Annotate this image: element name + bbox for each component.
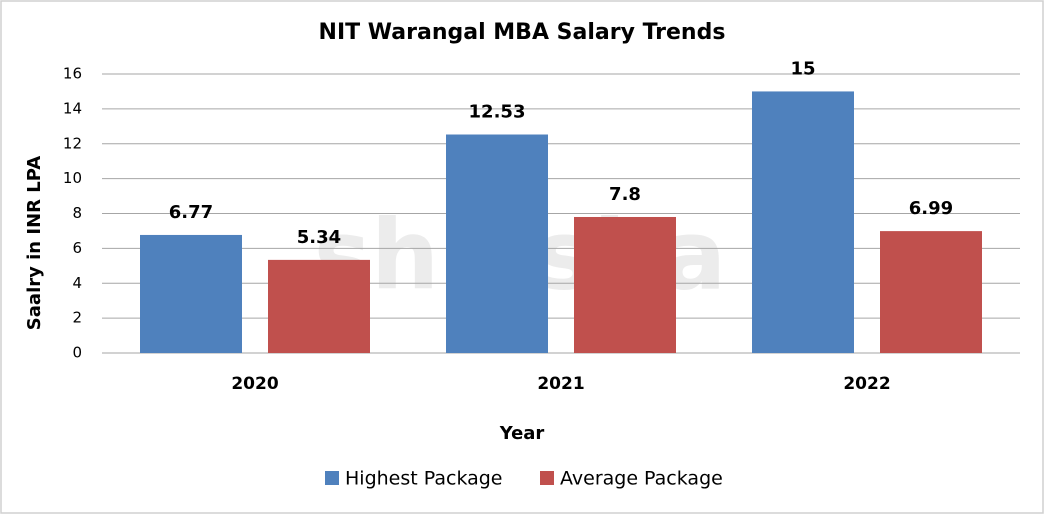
value-label: 7.8 — [609, 184, 641, 205]
bar — [140, 234, 242, 353]
y-tick-label: 0 — [72, 344, 82, 362]
legend-label: Average Package — [560, 468, 723, 490]
chart-title: NIT Warangal MBA Salary Trends — [319, 20, 726, 45]
bar — [880, 231, 982, 353]
bar — [268, 259, 370, 353]
y-tick-label: 8 — [72, 204, 82, 222]
bar — [752, 91, 854, 353]
y-tick-label: 4 — [72, 274, 82, 292]
y-tick-label: 2 — [72, 309, 82, 327]
x-tick-label: 2022 — [843, 374, 890, 394]
x-axis-label: Year — [499, 423, 545, 444]
legend-swatch — [540, 471, 554, 485]
y-tick-label: 12 — [63, 134, 82, 152]
value-label: 5.34 — [297, 227, 341, 248]
y-tick-label: 14 — [63, 99, 82, 117]
bar — [446, 134, 548, 353]
legend-label: Highest Package — [345, 468, 503, 490]
y-axis-label: Saalry in INR LPA — [24, 156, 45, 330]
x-tick-label: 2020 — [231, 374, 278, 394]
y-tick-label: 16 — [63, 65, 82, 83]
y-tick-label: 6 — [72, 239, 82, 257]
value-label: 6.99 — [909, 198, 953, 219]
y-tick-label: 10 — [63, 169, 82, 187]
value-label: 15 — [790, 58, 815, 79]
value-label: 12.53 — [469, 102, 526, 123]
bar — [574, 216, 676, 353]
x-tick-label: 2021 — [537, 374, 584, 394]
value-label: 6.77 — [169, 202, 213, 223]
legend-swatch — [325, 471, 339, 485]
